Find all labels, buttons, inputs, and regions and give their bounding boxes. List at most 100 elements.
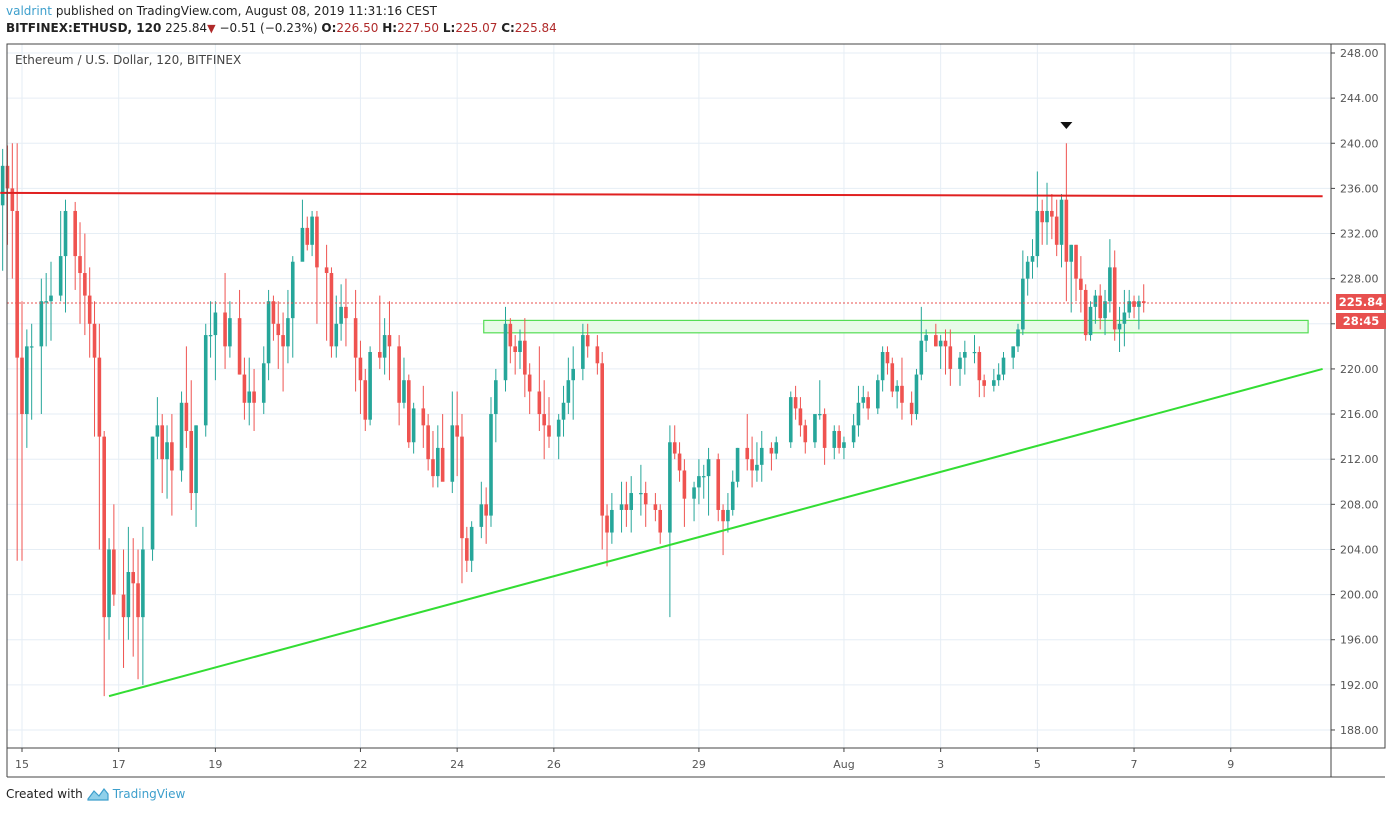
candle-up bbox=[150, 436, 155, 550]
candle-down bbox=[184, 402, 189, 431]
candle-down bbox=[769, 447, 774, 454]
tradingview-link[interactable]: TradingView bbox=[112, 787, 186, 801]
candle-up bbox=[730, 481, 735, 510]
candle-up bbox=[972, 351, 977, 354]
candle-down bbox=[798, 408, 803, 426]
candle-up bbox=[938, 340, 943, 347]
time-tick-label: 3 bbox=[937, 758, 944, 771]
candle-down bbox=[885, 351, 890, 364]
candle-down bbox=[1079, 278, 1083, 290]
last-price: 225.84 bbox=[165, 21, 208, 35]
candle-up bbox=[402, 380, 406, 403]
candle-up bbox=[1021, 278, 1025, 330]
publish-info: valdrint published on TradingView.com, A… bbox=[6, 4, 437, 18]
candle-down bbox=[102, 436, 106, 618]
time-tick-label: 22 bbox=[353, 758, 367, 771]
candle-down bbox=[324, 267, 329, 274]
candle-down bbox=[900, 385, 904, 403]
price-axis[interactable]: 248.00244.00240.00236.00232.00228.00224.… bbox=[1331, 47, 1379, 737]
published-text: published on TradingView.com, August 08,… bbox=[55, 4, 437, 18]
candle-up bbox=[29, 346, 34, 348]
price-change: −0.51 (−0.23%) bbox=[219, 21, 318, 35]
candle-down bbox=[223, 312, 227, 347]
candle-up bbox=[266, 301, 271, 364]
candle-up bbox=[1001, 357, 1006, 375]
candle-down bbox=[682, 470, 687, 499]
candle-up bbox=[1059, 199, 1064, 245]
candle-down bbox=[943, 340, 948, 347]
author-link[interactable]: valdrint bbox=[6, 4, 52, 18]
candle-up bbox=[339, 306, 343, 324]
candle-up bbox=[817, 414, 822, 416]
candle-down bbox=[1112, 267, 1117, 330]
candle-up bbox=[556, 419, 561, 437]
candle-down bbox=[344, 306, 348, 319]
candle-up bbox=[566, 380, 571, 403]
time-tick-label: 5 bbox=[1034, 758, 1041, 771]
candle-down bbox=[353, 318, 358, 358]
candle-down bbox=[121, 594, 126, 618]
candle-down bbox=[600, 363, 604, 516]
candle-up bbox=[44, 301, 48, 303]
candle-up bbox=[668, 442, 672, 533]
candle-up bbox=[851, 425, 856, 443]
candle-down bbox=[97, 357, 102, 437]
candle-up bbox=[1045, 210, 1049, 223]
candle-up bbox=[1069, 244, 1073, 262]
candle-down bbox=[363, 380, 368, 420]
candle-up bbox=[1016, 329, 1020, 347]
candle-up bbox=[450, 425, 455, 482]
candle-up bbox=[1025, 261, 1030, 279]
low-label: L: bbox=[442, 21, 456, 35]
candle-down bbox=[1074, 244, 1078, 279]
open-label: O: bbox=[321, 21, 337, 35]
candle-down bbox=[934, 335, 938, 347]
candle-down bbox=[948, 346, 953, 369]
candle-down bbox=[112, 549, 116, 595]
candle-up bbox=[382, 335, 387, 358]
chart-legend-title: Ethereum / U.S. Dollar, 120, BITFINEX bbox=[15, 53, 242, 67]
candle-down bbox=[189, 430, 194, 494]
open-value: 226.50 bbox=[336, 21, 379, 35]
symbol-info: BITFINEX:ETHUSD, 120 225.84▼ −0.51 (−0.2… bbox=[6, 21, 557, 35]
candle-up bbox=[735, 447, 740, 482]
resistance-line bbox=[0, 191, 1323, 198]
candle-down bbox=[643, 493, 648, 505]
candle-up bbox=[179, 402, 184, 471]
candle-down bbox=[605, 515, 609, 533]
candle-down bbox=[465, 538, 469, 561]
candle-down bbox=[271, 301, 276, 324]
close-value: 225.84 bbox=[514, 21, 557, 35]
candle-down bbox=[431, 459, 435, 477]
candle-down bbox=[377, 351, 382, 358]
candle-up bbox=[561, 402, 566, 420]
down-triangle-icon: ▼ bbox=[207, 22, 216, 35]
candle-up bbox=[155, 425, 160, 437]
candle-down bbox=[1141, 301, 1146, 304]
candle-down bbox=[10, 188, 15, 211]
candle-down bbox=[1098, 295, 1103, 319]
candle-down bbox=[803, 425, 808, 443]
support-zone[interactable] bbox=[483, 319, 1309, 334]
candle-down bbox=[387, 335, 392, 347]
trend-lines[interactable] bbox=[0, 191, 1331, 698]
candle-up bbox=[310, 216, 314, 245]
candle-up bbox=[63, 210, 68, 257]
price-tick-label: 200.00 bbox=[1340, 589, 1379, 602]
chart-frame bbox=[6, 43, 1386, 778]
candle-up bbox=[963, 351, 967, 358]
time-tick-label: 29 bbox=[692, 758, 706, 771]
time-tick-label: 24 bbox=[450, 758, 464, 771]
candle-down bbox=[585, 335, 590, 347]
price-tick-label: 244.00 bbox=[1340, 92, 1379, 105]
price-tick-label: 212.00 bbox=[1340, 453, 1379, 466]
candle-down bbox=[750, 459, 754, 471]
time-axis[interactable]: 15 17 19 22 24 26 29 Aug 3 5 7 9 bbox=[15, 748, 1234, 771]
candle-down bbox=[677, 453, 682, 471]
candle-up bbox=[0, 165, 5, 206]
price-tick-label: 220.00 bbox=[1340, 363, 1379, 376]
candle-down bbox=[78, 256, 82, 274]
candle-up bbox=[58, 256, 63, 296]
candle-up bbox=[489, 414, 493, 516]
